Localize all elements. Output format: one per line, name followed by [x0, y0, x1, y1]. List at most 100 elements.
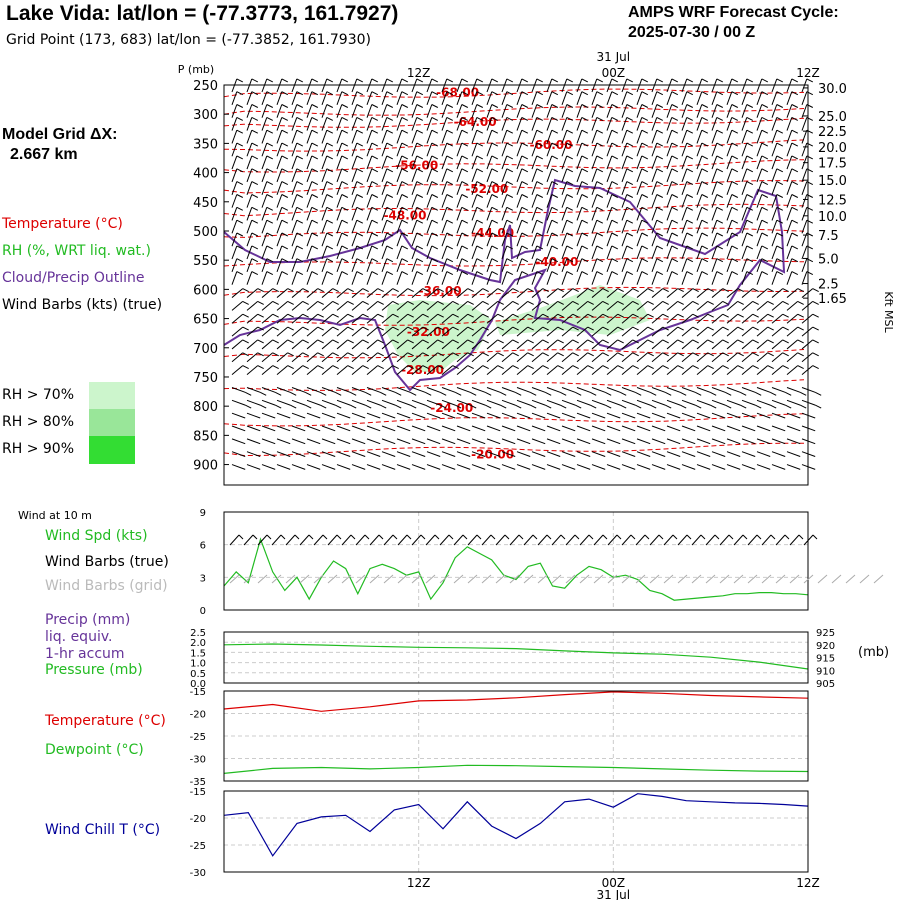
wind-barb — [786, 232, 793, 247]
wind-barb-flag — [302, 300, 309, 305]
wind-barb — [606, 365, 619, 376]
wind-barb — [606, 288, 619, 298]
wind-barb-flag — [311, 91, 319, 96]
surface-wind-panel-title: Wind at 10 m — [18, 509, 92, 522]
wind-barb — [756, 399, 771, 406]
wind-barb-flag — [452, 352, 459, 357]
wind-barb — [306, 91, 313, 106]
wind-barb — [381, 258, 388, 273]
wind-barb — [396, 117, 403, 131]
wind-barb — [396, 451, 411, 457]
wind-barb — [426, 365, 439, 376]
wind-barb-flag — [536, 219, 544, 224]
wind-barb-flag — [566, 104, 574, 108]
wind-barb-flag — [686, 181, 694, 186]
wind-barb — [471, 451, 486, 457]
isotherm-label-12: -20.00 — [471, 448, 514, 462]
wind-barb-flag — [296, 129, 304, 134]
wind-barb — [306, 155, 313, 170]
wind-barb-flag — [266, 245, 274, 250]
wind-barb — [381, 326, 394, 337]
wind-barb — [261, 220, 268, 234]
wind-barb-flag — [251, 219, 259, 224]
wind-barb — [741, 464, 756, 470]
wind-barb-flag — [251, 129, 259, 134]
wind-barb-flag — [746, 245, 754, 250]
wind-barb-flag — [536, 181, 544, 186]
wind-barb — [546, 271, 553, 285]
wind-barb — [291, 412, 306, 419]
wind-barb-flag — [431, 232, 439, 237]
wind-barb — [546, 104, 553, 118]
height-tick-label: 15.0 — [818, 174, 847, 189]
wind-barb-flag — [497, 352, 504, 357]
wind-barb — [756, 258, 763, 273]
wind-barb-flag — [431, 271, 439, 276]
wind-barb — [501, 399, 516, 406]
wind-barb — [621, 155, 628, 170]
wind-barb-flag — [497, 339, 504, 344]
wind-barb-flag — [401, 142, 409, 147]
wind-barb — [711, 130, 718, 144]
wind-barb-flag — [641, 142, 649, 147]
wind-barb-flag — [641, 271, 649, 276]
wind-barb — [561, 271, 568, 285]
wind-barb-flag — [649, 391, 657, 396]
wind-barb — [771, 91, 778, 106]
wind-barb-flag — [536, 129, 544, 134]
wind-barb-flag — [251, 245, 259, 250]
wind-barb — [546, 207, 553, 221]
wind-barb-flag — [767, 339, 774, 344]
wind-barb — [771, 399, 786, 406]
wind-barb — [276, 168, 283, 183]
wind-barb-flag — [707, 300, 714, 305]
wind-barb — [471, 365, 484, 376]
wind-barb-flag — [296, 206, 304, 211]
wind-barb — [576, 425, 591, 432]
wind-barb — [396, 130, 403, 144]
wind-barb — [276, 117, 283, 131]
wind-barb-flag — [281, 219, 289, 224]
legend-precip-line2: liq. equiv. — [45, 629, 113, 645]
wind-barb-flag — [349, 391, 357, 396]
wind-barb-flag — [446, 91, 454, 96]
surface-barb-flag — [434, 534, 440, 540]
wind-barb-flag — [722, 339, 729, 344]
wind-barb — [321, 130, 328, 144]
wind-barb-flag — [602, 339, 609, 344]
wind-barb-flag — [401, 91, 409, 96]
wind-barb-flag — [776, 206, 784, 211]
wind-barb — [366, 130, 373, 144]
wind-barb-flag — [281, 181, 289, 186]
wind-barb — [546, 258, 553, 273]
wind-barb — [681, 117, 688, 131]
wind-barb — [276, 220, 283, 234]
wind-barb-flag — [596, 116, 604, 121]
grid-barb — [481, 574, 492, 584]
wind-barb-flag — [416, 91, 424, 96]
panel-2-y2-tick-4: 905 — [816, 679, 835, 690]
wind-barb — [576, 245, 583, 260]
wind-barb — [726, 194, 733, 208]
height-tick-label: 30.0 — [818, 82, 847, 97]
wind-barb-flag — [716, 155, 724, 160]
wind-barb — [546, 451, 561, 457]
surface-barb-flag — [672, 534, 678, 540]
isotherm-label-7: -40.00 — [535, 255, 578, 269]
surface-barb — [481, 534, 492, 546]
wind-barb — [381, 271, 388, 285]
wind-barb-flag — [506, 91, 514, 96]
wind-barb — [396, 326, 409, 337]
wind-barb — [756, 451, 771, 457]
wind-barb — [681, 181, 688, 195]
wind-barb — [306, 142, 313, 157]
wind-barb-flag — [461, 78, 469, 83]
wind-barb — [666, 168, 673, 183]
wind-barb — [711, 271, 718, 285]
wind-barb-flag — [709, 404, 717, 409]
wind-barb-flag — [617, 365, 624, 370]
wind-barb — [666, 387, 681, 393]
wind-barb — [696, 207, 703, 221]
wind-barb — [726, 258, 733, 273]
wind-barb — [246, 412, 261, 419]
